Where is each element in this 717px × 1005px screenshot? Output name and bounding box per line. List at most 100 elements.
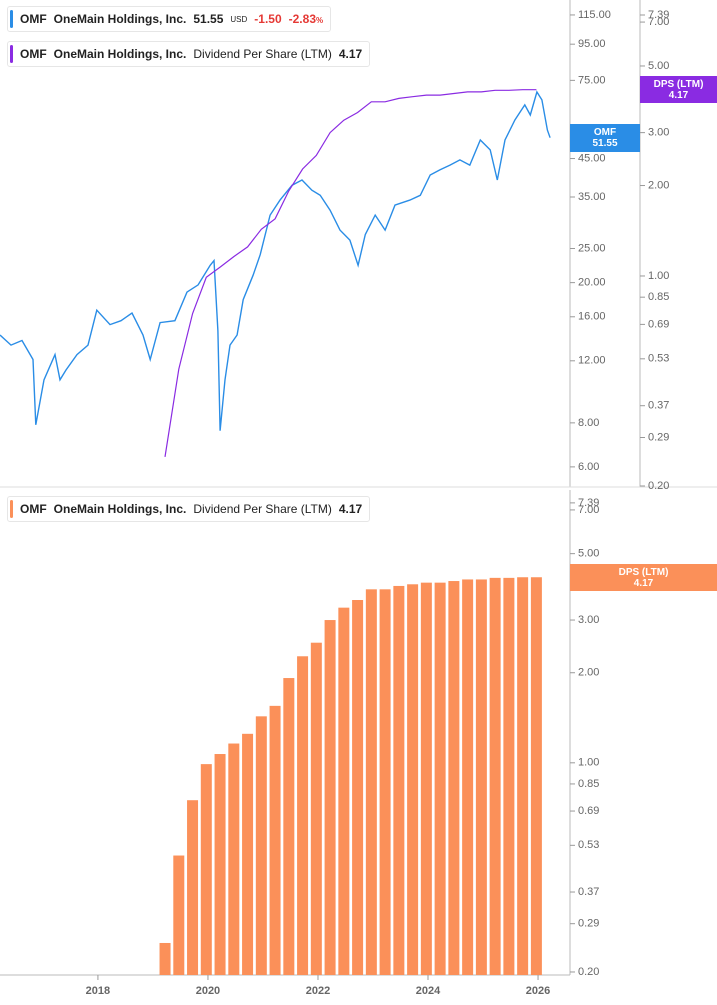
bar	[489, 577, 501, 975]
change-pct-value: -2.83	[288, 12, 316, 26]
y-tick-label: 0.53	[648, 353, 669, 365]
x-tick-label: 2022	[306, 985, 330, 997]
bar	[338, 607, 350, 975]
y-tick-label: 75.00	[578, 74, 606, 86]
y-tick-label: 0.69	[578, 805, 599, 817]
y-tick-label: 12.00	[578, 355, 606, 367]
y-tick-label: 7.39	[648, 9, 669, 21]
last-dps: 4.17	[338, 502, 363, 516]
legend-swatch	[10, 45, 13, 63]
bar	[283, 678, 295, 975]
y-tick-label: 2.00	[578, 667, 599, 679]
y-tick-label: 16.00	[578, 311, 606, 323]
y-tick-label: 0.53	[578, 839, 599, 851]
last-dps: 4.17	[338, 47, 363, 61]
tag-ticker: OMF	[593, 127, 617, 138]
y-tick-label: 7.00	[578, 504, 599, 516]
change: -1.50	[254, 12, 282, 26]
bar	[448, 581, 460, 975]
y-tick-label: 95.00	[578, 38, 606, 50]
y-tick-label: 0.69	[648, 318, 669, 330]
dps-tag: DPS (LTM) 4.17	[640, 76, 717, 103]
series-line	[0, 90, 551, 431]
bar	[159, 942, 171, 975]
bar	[228, 743, 240, 975]
bar	[310, 642, 322, 975]
series-name: Dividend Per Share (LTM)	[193, 47, 332, 61]
legend-dps: OMF OneMain Holdings, Inc. Dividend Per …	[7, 41, 371, 67]
bar	[462, 579, 474, 975]
bar	[503, 577, 515, 975]
bar	[517, 577, 529, 975]
bar	[297, 656, 309, 975]
pct-sign: %	[316, 16, 324, 25]
x-tick-label: 2018	[86, 985, 110, 997]
y-tick-label: 0.37	[578, 886, 599, 898]
tag-value: 51.55	[592, 138, 618, 149]
bar	[475, 579, 487, 975]
tag-value: 4.17	[633, 577, 654, 589]
bar	[352, 600, 364, 975]
bar	[242, 733, 254, 975]
y-tick-label: 115.00	[578, 9, 611, 21]
company: OneMain Holdings, Inc.	[53, 12, 187, 26]
bar	[393, 585, 405, 975]
legend-bars: OMF OneMain Holdings, Inc. Dividend Per …	[7, 496, 371, 522]
bar	[200, 764, 212, 975]
bar	[269, 705, 281, 975]
series-line	[164, 89, 537, 457]
bar	[407, 584, 419, 975]
y-tick-label: 0.20	[578, 966, 599, 978]
y-tick-label: 3.00	[578, 614, 599, 626]
bar	[255, 716, 267, 975]
y-tick-label: 6.00	[578, 461, 599, 473]
y-tick-label: 0.85	[578, 778, 599, 790]
series-name: Dividend Per Share (LTM)	[193, 502, 332, 516]
company: OneMain Holdings, Inc.	[53, 502, 187, 516]
y-tick-label: 2.00	[648, 179, 669, 191]
y-tick-label: 0.29	[578, 918, 599, 930]
tag-value: 4.17	[668, 89, 689, 101]
bar	[324, 620, 336, 975]
legend-swatch	[10, 500, 13, 518]
company: OneMain Holdings, Inc.	[53, 47, 187, 61]
bar	[530, 577, 542, 975]
bar	[365, 589, 377, 975]
y-tick-label: 45.00	[578, 152, 606, 164]
y-tick-label: 1.00	[578, 757, 599, 769]
y-tick-label: 3.00	[648, 127, 669, 139]
legend-price: OMF OneMain Holdings, Inc. 51.55 USD -1.…	[7, 6, 332, 32]
y-tick-label: 0.85	[648, 291, 669, 303]
last-price: 51.55	[193, 12, 224, 26]
x-tick-label: 2026	[526, 985, 550, 997]
currency: USD	[230, 14, 248, 24]
y-tick-label: 1.00	[648, 270, 669, 282]
bar	[187, 800, 199, 975]
y-tick-label: 5.00	[648, 60, 669, 72]
ticker: OMF	[20, 12, 47, 26]
legend-swatch	[10, 10, 13, 28]
ticker: OMF	[20, 47, 47, 61]
x-tick-label: 2024	[416, 985, 441, 997]
bar	[173, 855, 185, 975]
y-tick-label: 7.39	[578, 497, 599, 509]
bar-tag: DPS (LTM) 4.17	[570, 564, 717, 591]
y-tick-label: 7.00	[648, 16, 669, 28]
tag-label: DPS (LTM)	[618, 566, 669, 578]
x-tick-label: 2020	[196, 985, 220, 997]
bar	[379, 589, 391, 975]
tag-label: DPS (LTM)	[653, 78, 704, 90]
y-tick-label: 0.37	[648, 400, 669, 412]
y-tick-label: 35.00	[578, 191, 606, 203]
y-tick-label: 25.00	[578, 242, 606, 254]
y-tick-label: 0.20	[648, 480, 669, 492]
change-pct: -2.83%	[289, 12, 323, 26]
y-tick-label: 5.00	[578, 548, 599, 560]
ticker: OMF	[20, 502, 47, 516]
y-tick-label: 20.00	[578, 277, 606, 289]
price-tag: OMF 51.55	[570, 124, 640, 152]
bar	[434, 582, 446, 975]
y-tick-label: 0.29	[648, 431, 669, 443]
